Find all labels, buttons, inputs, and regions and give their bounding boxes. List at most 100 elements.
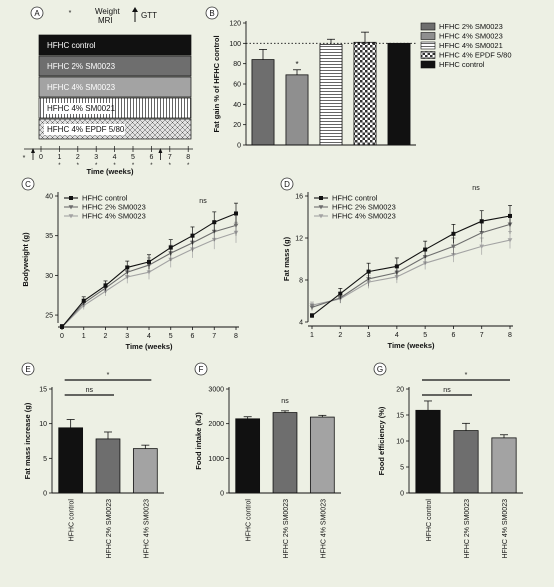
data-point: [394, 264, 399, 269]
timeline-star: *: [23, 155, 26, 162]
timeline-star: *: [150, 163, 153, 169]
data-point: [479, 244, 485, 249]
data-point: [212, 220, 217, 225]
group-bar-label-bg: [44, 103, 112, 114]
series-line: [311, 215, 511, 317]
panel-b-letter: B: [209, 9, 214, 18]
y-tick-label: 15: [396, 413, 404, 420]
legend-label: HFHC 4% SM0023: [332, 212, 396, 221]
y-tick-label: 80: [233, 61, 241, 68]
legend-mri: MRI: [98, 16, 113, 25]
data-point: [508, 213, 512, 218]
data-point: [81, 298, 86, 303]
legend-swatch: [420, 41, 436, 50]
data-point: [234, 211, 238, 216]
chart-g: 0 5 10 15 20 Food efficiency (%) HFHC control H…: [377, 372, 523, 559]
y-axis-label: Fat mass (g): [282, 236, 291, 281]
legend-label: HFHC 2% SM0023: [82, 203, 146, 212]
y-tick-label: 40: [233, 102, 241, 109]
y-tick-label: 15: [39, 387, 47, 394]
data-point: [479, 219, 484, 224]
y-axis-label: Bodyweight (g): [21, 232, 30, 287]
x-tick-label: HFHC control: [426, 499, 433, 542]
x-tick-label: 4: [395, 332, 399, 339]
x-tick-label: HFHC 4% SM0023: [320, 499, 327, 559]
bar: [58, 427, 84, 494]
x-tick-label: 3: [367, 332, 371, 339]
legend-swatch: [420, 51, 436, 59]
data-point: [168, 245, 173, 250]
group-bar-label: HFHC 4% EPDF 5/80: [47, 125, 125, 134]
legend-label: HFHC control: [439, 60, 485, 69]
timeline-star: *: [58, 163, 61, 169]
legend-marker: [318, 205, 324, 210]
panel-f: F 0 1000 2000 3000 Food intake (kJ) HFHC cont…: [194, 362, 341, 559]
y-tick-label: 3000: [208, 387, 224, 394]
panel-c-badge: [21, 177, 35, 191]
chart-c: 25 30 35 40 0 1 2 3 4 5 6 7 8 Time (weeks) Bodyweight …: [21, 192, 239, 351]
bar: [319, 43, 343, 146]
y-tick-label: 4: [299, 320, 303, 327]
group-bar: [38, 55, 192, 77]
group-bar-label: HFHC control: [47, 41, 96, 50]
data-point: [338, 291, 343, 296]
panel-d-badge: [280, 177, 294, 191]
x-tick-label: HFHC control: [69, 499, 76, 542]
x-tick-label: 2: [104, 333, 108, 340]
data-point: [147, 259, 151, 264]
bar: [415, 409, 441, 494]
x-tick-label: 8: [234, 333, 238, 340]
timeline-tick-label: 6: [149, 154, 153, 161]
data-point: [233, 223, 239, 228]
x-tick-label: HFHC 2% SM0023: [106, 499, 113, 559]
legend-label: HFHC 2% SM0023: [439, 22, 503, 31]
x-tick-label: 2: [338, 332, 342, 339]
data-point: [103, 283, 108, 288]
legend-marker: [68, 214, 74, 219]
x-tick-label: 7: [212, 333, 216, 340]
legend-marker: [69, 196, 73, 200]
legend-arrowhead-icon: [132, 7, 138, 12]
data-point: [507, 238, 513, 243]
x-tick-label: 7: [480, 332, 484, 339]
panel-b-badge: [205, 6, 219, 20]
bar: [453, 430, 479, 494]
data-point: [423, 247, 428, 252]
gtt-arrowhead-icon: [31, 148, 35, 153]
timeline-star: *: [169, 163, 172, 169]
legend-star-icon: *: [69, 10, 72, 17]
data-point: [451, 231, 456, 236]
panel-g-badge: [373, 362, 387, 376]
panel-e-letter: E: [25, 365, 30, 374]
timeline-tick-label: 2: [76, 154, 80, 161]
y-tick-label: 0: [43, 491, 47, 498]
y-tick-label: 1000: [208, 456, 224, 463]
y-tick-label: 12: [295, 236, 303, 243]
y-tick-label: 35: [45, 233, 53, 240]
legend-marker: [318, 214, 324, 219]
y-tick-label: 60: [233, 82, 241, 89]
y-tick-label: 2000: [208, 421, 224, 428]
y-axis-label: Food intake (kJ): [194, 412, 203, 470]
bar: [95, 438, 121, 494]
timeline-star: *: [95, 163, 98, 169]
timeline-tick-label: 7: [168, 154, 172, 161]
data-point: [451, 244, 456, 249]
legend-weight: Weight: [95, 7, 121, 16]
timeline-tick-label: 3: [94, 154, 98, 161]
y-tick-label: 0: [237, 143, 241, 150]
timeline-star: *: [187, 163, 190, 169]
significance-label: *: [295, 60, 298, 69]
data-point: [146, 270, 152, 275]
bar: [285, 74, 309, 146]
chart-e: 0 5 10 15 Fat mass increase (g) HFHC control H…: [23, 372, 164, 559]
y-tick-label: 5: [400, 465, 404, 472]
x-tick-label: 5: [169, 333, 173, 340]
significance-label: ns: [443, 387, 451, 394]
group-bar: [38, 34, 192, 56]
legend-label: HFHC 4% SM0021: [439, 41, 503, 50]
legend-label: HFHC 4% EPDF 5/80: [439, 51, 512, 60]
y-tick-label: 30: [45, 273, 53, 280]
